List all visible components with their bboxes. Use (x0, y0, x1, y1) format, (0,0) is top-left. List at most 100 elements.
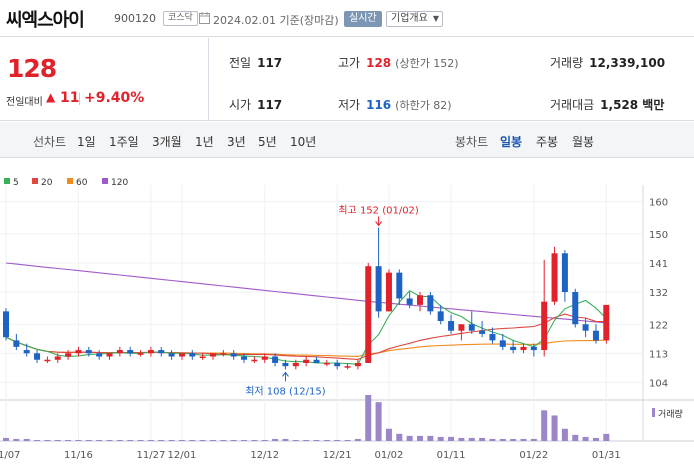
candle-body (127, 350, 134, 354)
volume-bar (323, 439, 330, 441)
stat-value: 116 (366, 98, 392, 112)
candle-body (365, 266, 372, 363)
y-tick-label: 132 (649, 288, 668, 299)
volume-bar (54, 439, 61, 441)
candle-body (147, 350, 154, 354)
x-tick-label: 11/07 (0, 450, 20, 461)
volume-bar (541, 410, 548, 441)
period-10y[interactable]: 10년 (290, 135, 317, 149)
volume-bar (396, 433, 403, 441)
volume-bar (13, 438, 20, 441)
candle-body (375, 266, 382, 312)
candle-body (282, 362, 289, 367)
candle-body (303, 359, 310, 363)
period-3m[interactable]: 3개월 (152, 135, 182, 149)
volume-bar (282, 438, 289, 441)
volume-bar (241, 439, 248, 441)
candle-body (137, 353, 144, 355)
volume-bar (261, 439, 268, 441)
candle-body (551, 253, 558, 302)
price-chart[interactable]: 160 150 141 132 122 113 104 11/07 11/16 11/2712/0… (0, 170, 694, 469)
volume-bar (199, 439, 206, 441)
volume-bar (437, 436, 444, 441)
candle-body (334, 362, 341, 367)
candle-body (106, 353, 113, 357)
volume-bar (189, 439, 196, 441)
volume-bar (334, 439, 341, 441)
candle-body (479, 330, 486, 334)
divider (208, 38, 209, 121)
candle-body (210, 353, 216, 357)
candle-body (313, 359, 320, 363)
low-annotation: 최저 108 (12/15) (245, 385, 326, 397)
candle-daily[interactable]: 일봉 (500, 135, 523, 149)
volume-bar (44, 439, 51, 441)
candle-body (572, 292, 579, 325)
x-tick-label: 01/22 (519, 450, 548, 461)
chart-toolbar: 선차트 1일 1주일 3개월 1년 3년 5년 10년 봉차트 일봉 주봉 월봉 (0, 122, 694, 158)
volume-bar (448, 436, 455, 441)
volume-bar (520, 438, 527, 441)
volume-bar (458, 437, 465, 441)
candle-body (541, 301, 548, 351)
x-tick-label: 11/27 (136, 450, 165, 461)
period-5y[interactable]: 5년 (258, 135, 277, 149)
candle-body (65, 353, 72, 357)
stat-label: 저가 (338, 98, 361, 112)
candle-weekly[interactable]: 주봉 (536, 135, 559, 149)
volume-bar (251, 439, 258, 441)
candle-body (168, 353, 175, 357)
legend-label: 5 (13, 178, 19, 188)
realtime-button[interactable]: 실시간 (344, 11, 382, 27)
candle-body (116, 350, 123, 354)
candle-body (34, 353, 41, 360)
x-tick-label: 12/21 (323, 450, 352, 461)
candle-body (448, 321, 455, 331)
volume-bar (116, 439, 123, 441)
upper-limit: (상한가 152) (395, 57, 459, 70)
volume-bar (479, 437, 486, 441)
ma-120-line (5, 262, 607, 324)
candle-body (44, 359, 51, 362)
volume-bar (365, 395, 372, 441)
volume-legend-label: 거래량 (658, 408, 683, 420)
candle-body (241, 356, 248, 360)
volume-bar (489, 438, 496, 441)
volume-bar (220, 439, 227, 441)
candle-body (261, 356, 268, 360)
candle-monthly[interactable]: 월봉 (572, 135, 595, 149)
candle-body (499, 340, 506, 347)
stat-label: 시가 (229, 98, 252, 112)
candle-body (458, 324, 465, 331)
volume-bar (272, 438, 279, 441)
candle-chart-label[interactable]: 봉차트 (455, 135, 489, 149)
stat-low: 저가 116 (하한가 82) (338, 96, 452, 113)
divider (79, 93, 80, 105)
volume-bar (127, 439, 134, 441)
period-1d[interactable]: 1일 (77, 135, 96, 149)
company-overview-label: 기업개요 (391, 13, 428, 24)
candle-body (75, 350, 82, 354)
current-price: 128 (7, 54, 57, 83)
volume-bar (178, 439, 185, 441)
date-label: 2024.02.01 기준(장마감) (213, 14, 339, 27)
period-1y[interactable]: 1년 (195, 135, 214, 149)
candle-body (230, 353, 237, 357)
candle-body (272, 356, 279, 363)
volume-bar (34, 439, 41, 441)
period-3y[interactable]: 3년 (227, 135, 246, 149)
candle-body (54, 356, 61, 360)
legend-label: 20 (41, 178, 53, 188)
candle-body (3, 311, 9, 338)
company-overview-dropdown[interactable]: 기업개요 ▼ (386, 11, 443, 27)
lower-limit: (하한가 82) (395, 99, 452, 112)
x-tick-label: 12/01 (168, 450, 197, 461)
period-1w[interactable]: 1주일 (109, 135, 139, 149)
volume-bar (510, 438, 517, 441)
volume-bar (375, 402, 382, 441)
line-chart-label[interactable]: 선차트 (33, 135, 67, 149)
stat-prev-close: 전일 117 (229, 54, 282, 71)
x-tick-label: 12/12 (250, 450, 279, 461)
candle-body (13, 340, 20, 347)
legend-label: 120 (111, 178, 128, 188)
